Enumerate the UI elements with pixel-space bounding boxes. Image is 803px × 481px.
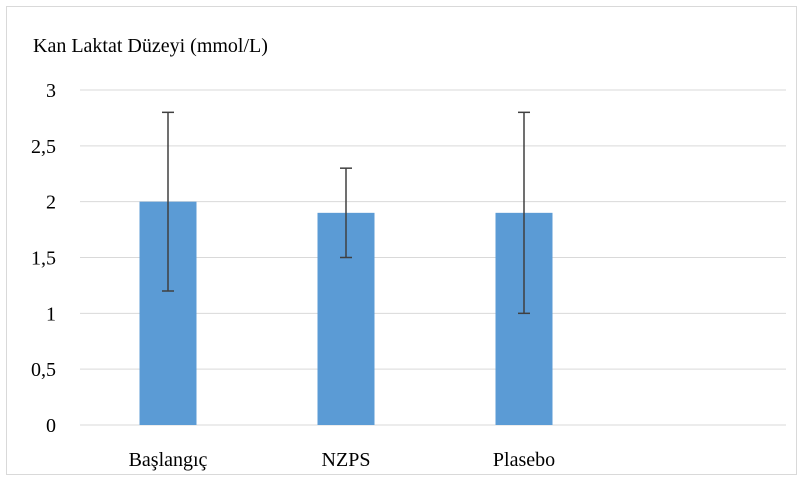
x-tick-label: Plasebo	[493, 449, 555, 471]
y-tick-label: 3	[46, 80, 56, 102]
y-tick-label: 0	[46, 415, 56, 437]
y-axis-ticks: 0 0,5 1 1,5 2 2,5 3	[31, 80, 56, 437]
y-tick-label: 1,5	[31, 248, 56, 270]
chart-frame	[6, 6, 797, 475]
error-bar	[518, 111, 530, 315]
x-axis-ticks: Başlangıç NZPS Plasebo	[129, 449, 556, 471]
y-tick-label: 0,5	[31, 359, 56, 381]
x-tick-label: NZPS	[322, 449, 371, 471]
y-tick-label: 2,5	[31, 136, 56, 158]
x-tick-label: Başlangıç	[129, 449, 208, 471]
error-bars	[162, 111, 530, 315]
chart-title: Kan Laktat Düzeyi (mmol/L)	[33, 35, 268, 57]
error-bar	[340, 167, 352, 259]
y-tick-label: 1	[46, 303, 56, 325]
grid-lines	[80, 89, 786, 426]
y-tick-label: 2	[46, 192, 56, 214]
error-bar	[162, 111, 174, 292]
